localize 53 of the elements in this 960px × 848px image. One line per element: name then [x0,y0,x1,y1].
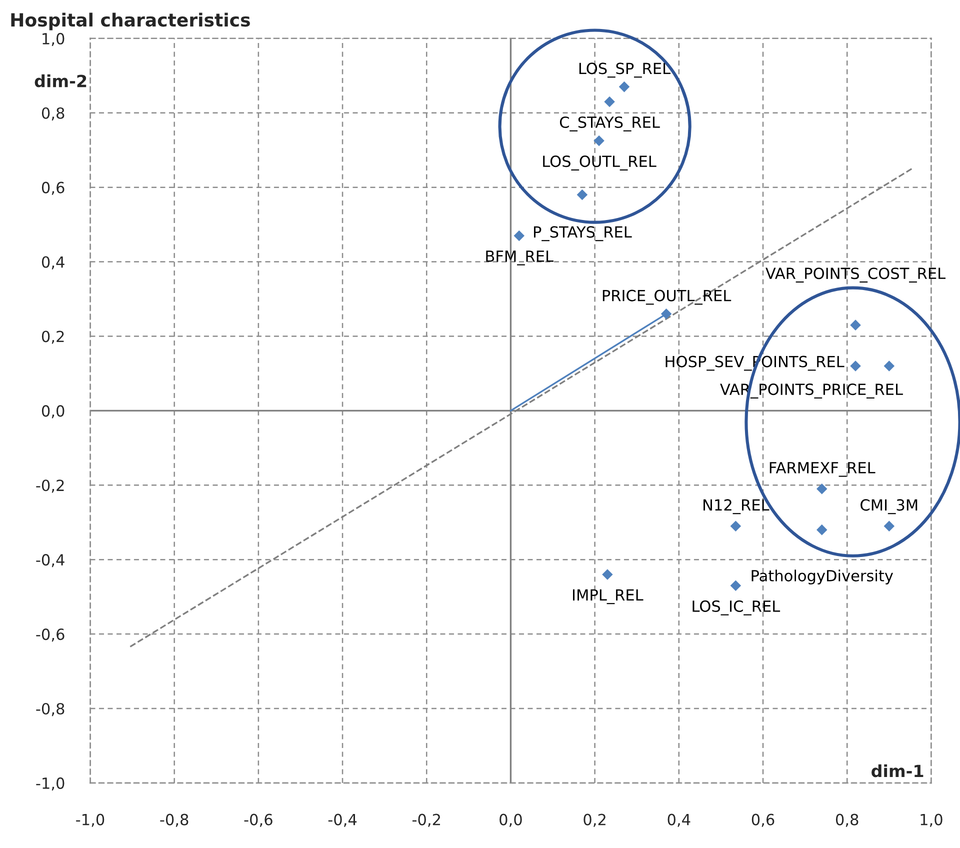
annotation: C_STAYS_REL [560,116,660,132]
annotation: P_STAYS_REL [534,226,632,242]
annotation: CMI_3M [860,499,918,514]
x-tick-label: 1,0 [920,814,942,827]
y-tick-label: 0,4 [42,256,64,270]
point [730,580,742,592]
point [884,520,895,532]
x-tick-label: 0,4 [668,814,690,827]
chart-title: Hospital characteristics [11,12,250,30]
point [618,81,630,92]
point [604,96,615,108]
annotation: FARMEXF_REL [770,462,876,477]
annotation: LOS_OUTL_REL [543,156,656,170]
x-tick-label: -1,0 [76,814,104,827]
point [850,360,861,372]
y-tick-label: 1,0 [42,32,64,46]
x-tick-label: 0,2 [584,814,606,827]
x-axis-title: dim-1 [872,764,924,778]
annotation: IMPL_REL [573,589,644,604]
y-tick-label: -1,0 [36,777,64,791]
y-tick-label: 0,2 [42,330,64,344]
annotation: PathologyDiversity [752,570,894,584]
annotation: BFM_REL [486,250,554,266]
y-tick-label: 0,8 [42,107,64,120]
point [602,569,613,580]
annotation: PRICE_OUTL_REL [602,290,732,305]
annotation: N12_REL [704,499,770,514]
annotation: LOS_SP_REL [579,62,670,78]
x-tick-label: -0,4 [328,814,357,827]
x-tick-label: 0,0 [500,814,522,827]
annotation: VAR_POINTS_COST_REL [766,268,946,283]
point [594,135,604,146]
y-tick-label: 0,0 [42,405,64,418]
x-tick-label: -0,6 [244,814,272,827]
x-tick-label: 0,6 [752,814,774,827]
point [730,520,742,532]
annotation: LOS_IC_REL [692,600,780,616]
y-tick-label: 0,6 [42,182,64,195]
point [660,308,672,320]
y-axis-title: dim-2 [34,74,86,88]
point [850,320,861,330]
point [514,230,525,242]
y-tick-label: -0,4 [36,554,64,568]
y-tick-label: -0,2 [36,480,64,493]
x-tick-label: -0,2 [412,814,440,827]
y-tick-label: -0,6 [36,628,64,642]
point [576,189,588,200]
y-tick-label: -0,8 [36,702,64,716]
point [816,524,828,536]
x-tick-label: -0,8 [160,814,188,827]
x-tick-label: 0,8 [836,814,858,827]
point [884,360,895,372]
point [816,483,828,494]
